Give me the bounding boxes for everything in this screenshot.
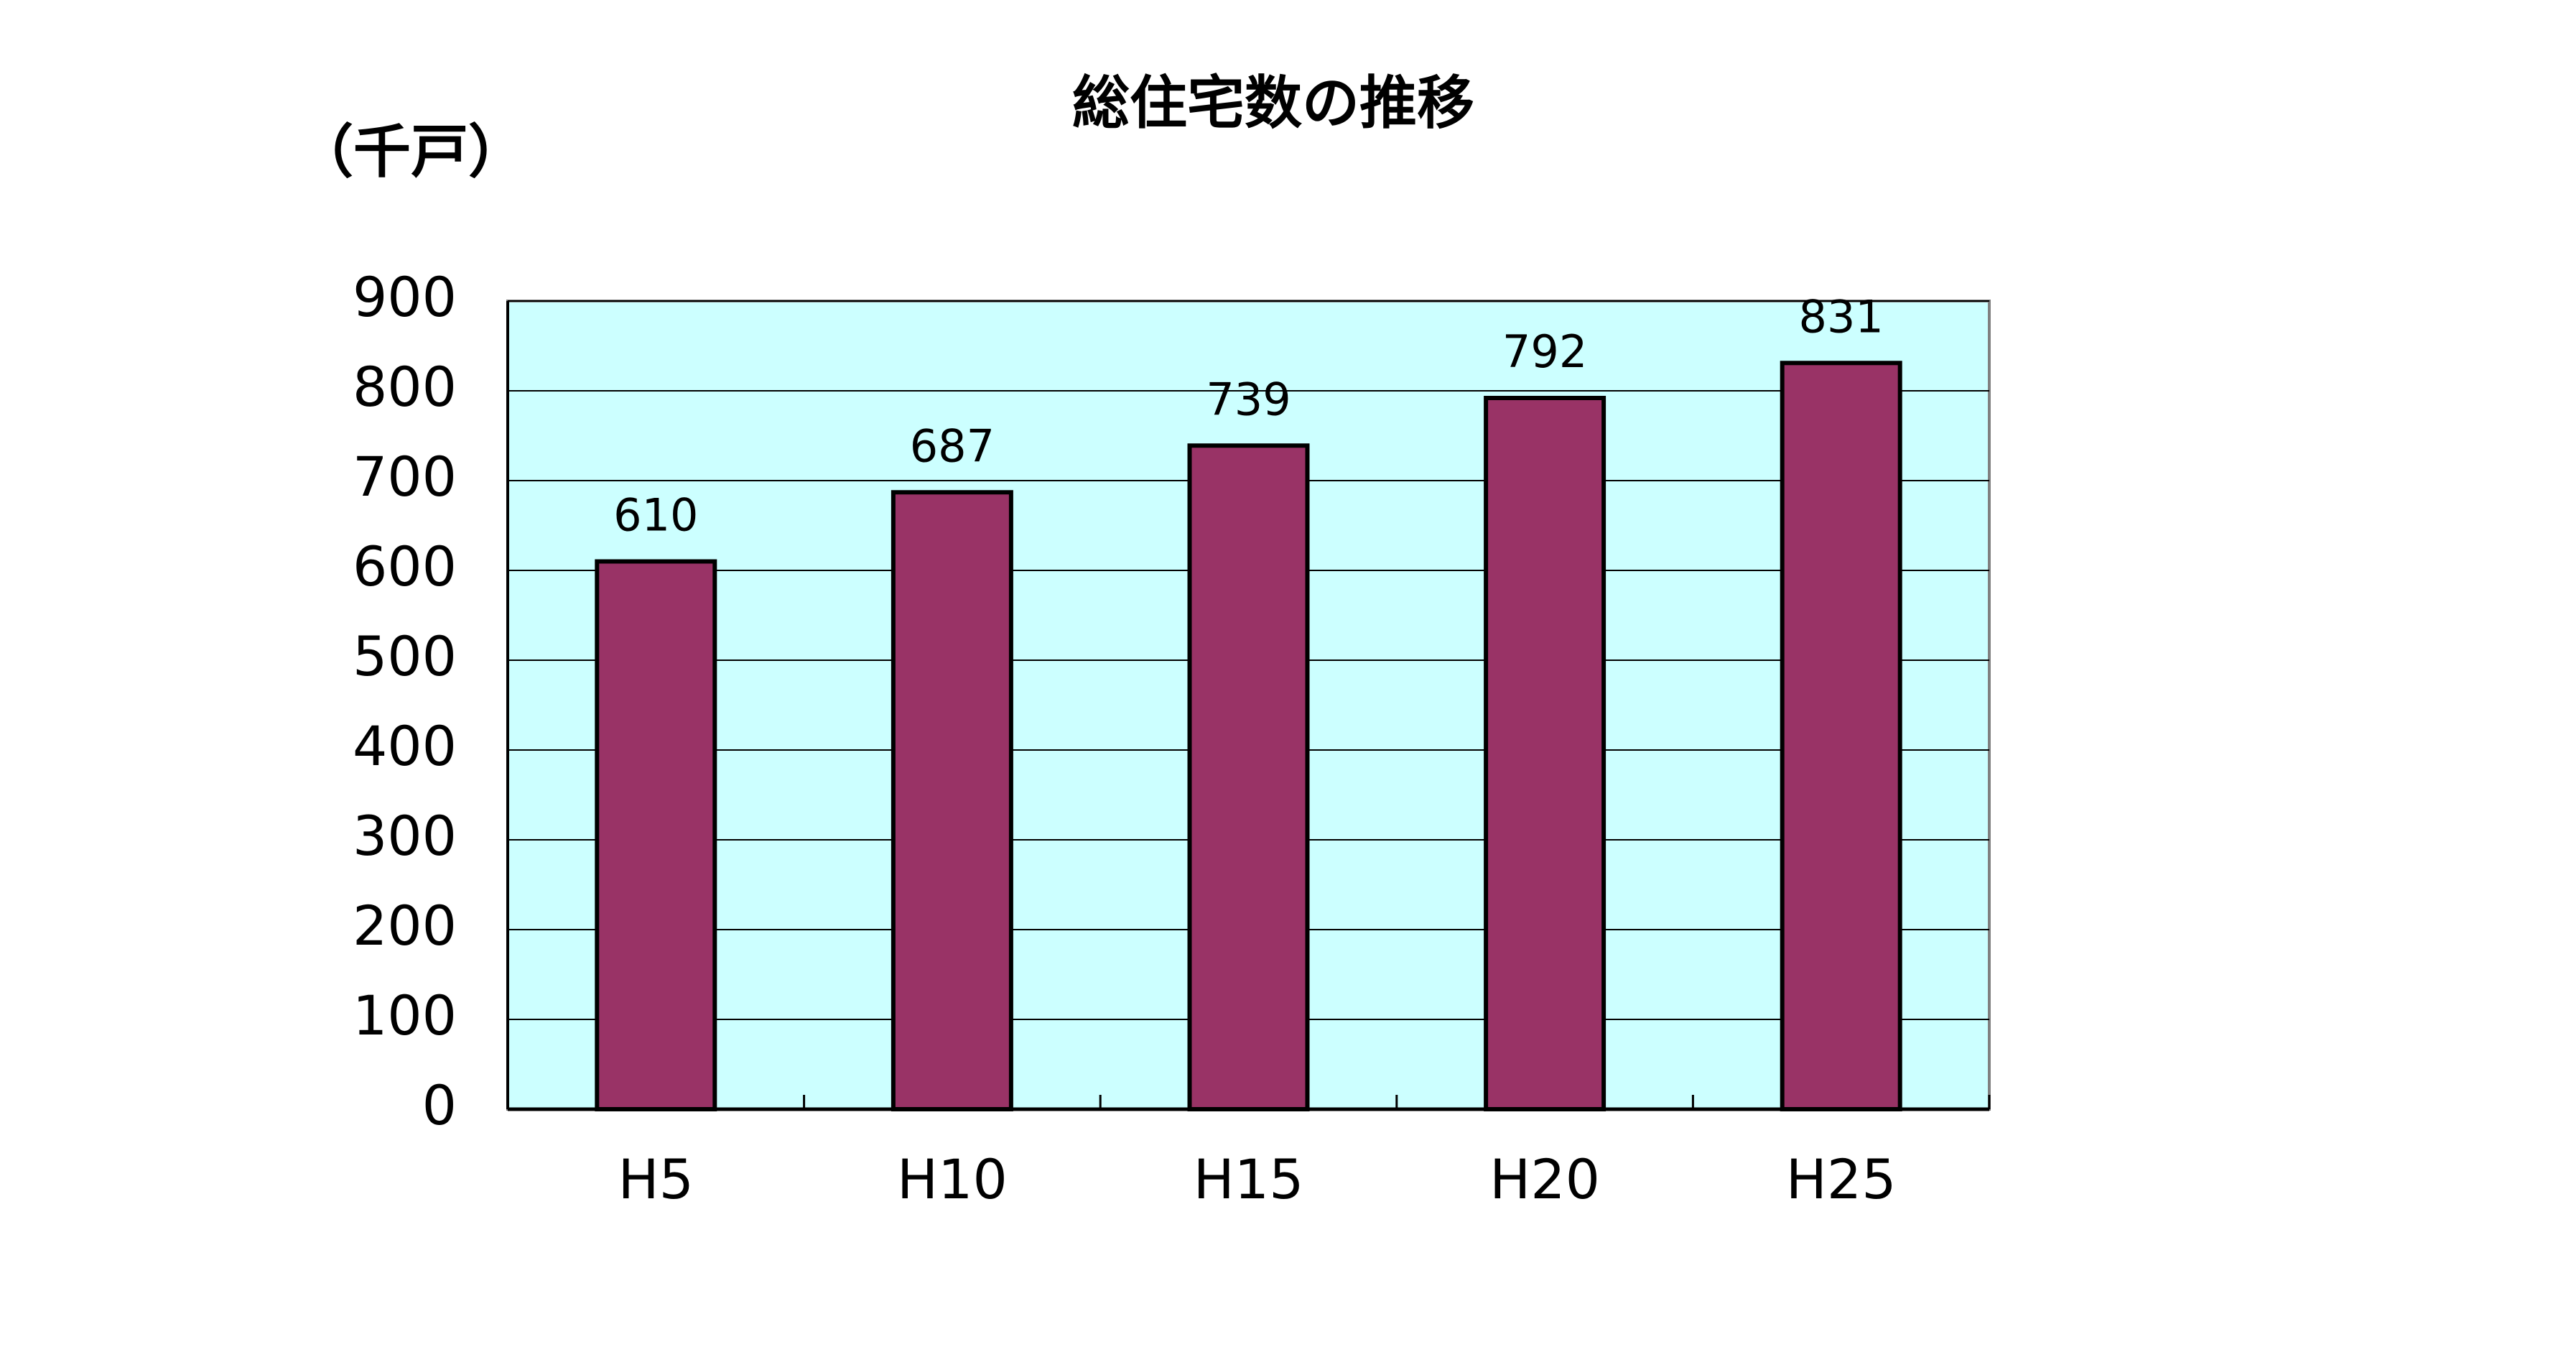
chart-title: 総住宅数の推移 xyxy=(1072,70,1474,136)
x-tick-label: H10 xyxy=(897,1147,1008,1211)
y-tick-label: 400 xyxy=(353,714,457,778)
x-tick-label: H20 xyxy=(1489,1147,1600,1211)
bar xyxy=(891,490,1013,1111)
value-label: 831 xyxy=(1799,290,1884,343)
bar xyxy=(1780,361,1902,1111)
value-label: 687 xyxy=(910,420,995,472)
y-tick-label: 300 xyxy=(353,804,457,868)
y-tick-label: 800 xyxy=(353,355,457,419)
y-tick-label: 600 xyxy=(353,534,457,598)
x-tick-label: H5 xyxy=(618,1147,694,1211)
y-tick-label: 900 xyxy=(353,265,457,329)
bar xyxy=(1484,396,1606,1111)
y-tick-label: 700 xyxy=(353,445,457,509)
x-tick-label: H25 xyxy=(1786,1147,1897,1211)
y-tick-label: 200 xyxy=(353,894,457,958)
y-tick-label: 0 xyxy=(422,1073,457,1137)
value-label: 739 xyxy=(1206,373,1291,425)
bar xyxy=(1187,443,1310,1111)
y-tick-label: 100 xyxy=(353,983,457,1047)
value-label: 610 xyxy=(613,489,698,542)
value-label: 792 xyxy=(1502,325,1587,378)
y-tick-label: 500 xyxy=(353,624,457,688)
y-axis-label: （千戸） xyxy=(296,119,526,185)
bar xyxy=(595,559,717,1111)
x-tick-label: H15 xyxy=(1194,1147,1304,1211)
